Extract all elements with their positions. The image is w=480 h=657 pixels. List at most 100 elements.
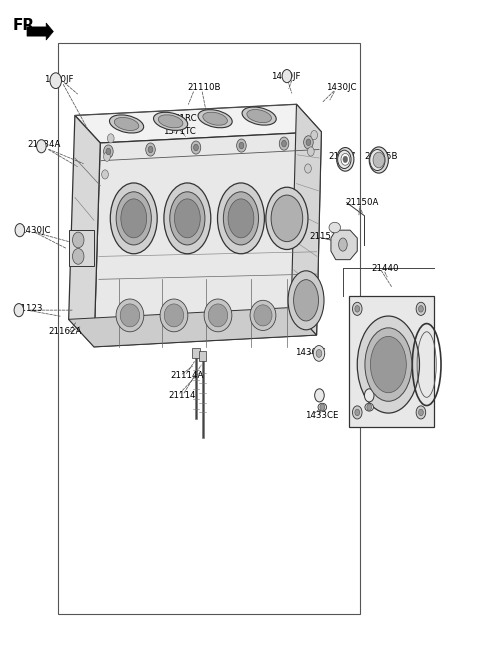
Circle shape — [304, 136, 313, 149]
Bar — [199, 351, 206, 361]
Text: 21443: 21443 — [379, 347, 406, 356]
Ellipse shape — [228, 199, 254, 238]
Text: 21440: 21440 — [372, 263, 399, 273]
Circle shape — [191, 141, 201, 154]
Ellipse shape — [294, 280, 319, 321]
Text: 21115B: 21115B — [364, 152, 398, 161]
Polygon shape — [349, 296, 434, 427]
Ellipse shape — [174, 199, 200, 238]
Circle shape — [370, 150, 385, 171]
Ellipse shape — [266, 187, 308, 250]
Ellipse shape — [160, 299, 188, 332]
Circle shape — [306, 139, 311, 146]
Circle shape — [355, 306, 360, 312]
Circle shape — [305, 164, 312, 173]
Circle shape — [104, 152, 110, 162]
Ellipse shape — [223, 192, 259, 245]
Polygon shape — [75, 104, 322, 143]
Text: 1433CE: 1433CE — [305, 411, 338, 420]
Circle shape — [316, 350, 322, 357]
Polygon shape — [69, 230, 94, 266]
Ellipse shape — [329, 222, 340, 233]
Ellipse shape — [217, 183, 264, 254]
Polygon shape — [291, 104, 322, 335]
Ellipse shape — [250, 300, 276, 330]
Circle shape — [419, 409, 423, 416]
Circle shape — [320, 404, 324, 411]
Circle shape — [343, 156, 348, 163]
Text: FR.: FR. — [12, 18, 41, 33]
Text: 21162A: 21162A — [48, 327, 82, 336]
Circle shape — [146, 143, 156, 156]
Ellipse shape — [357, 316, 420, 413]
Text: 1430JF: 1430JF — [271, 72, 300, 81]
Ellipse shape — [164, 304, 184, 327]
Ellipse shape — [288, 271, 324, 330]
Circle shape — [72, 248, 84, 264]
Circle shape — [15, 223, 24, 237]
Circle shape — [337, 150, 351, 169]
Ellipse shape — [338, 238, 347, 251]
Circle shape — [102, 170, 108, 179]
Text: 21134A: 21134A — [27, 141, 60, 149]
Text: 1430JF: 1430JF — [44, 75, 73, 84]
Polygon shape — [94, 132, 322, 347]
Circle shape — [373, 152, 384, 168]
Ellipse shape — [120, 304, 140, 327]
Circle shape — [279, 137, 289, 150]
Circle shape — [419, 306, 423, 312]
Polygon shape — [27, 23, 53, 40]
Ellipse shape — [254, 305, 272, 326]
Ellipse shape — [110, 183, 157, 254]
Bar — [192, 348, 200, 358]
Text: 21123: 21123 — [15, 304, 43, 313]
Circle shape — [104, 145, 113, 158]
Circle shape — [336, 148, 354, 171]
Text: 1571RC: 1571RC — [163, 114, 197, 124]
Text: 1430JC: 1430JC — [295, 348, 325, 357]
Circle shape — [311, 131, 318, 140]
Circle shape — [352, 406, 362, 419]
Text: 1014CL: 1014CL — [357, 411, 390, 420]
Ellipse shape — [170, 192, 205, 245]
Ellipse shape — [121, 199, 147, 238]
Ellipse shape — [198, 110, 232, 127]
Ellipse shape — [116, 299, 144, 332]
Text: 21117: 21117 — [328, 152, 356, 161]
Polygon shape — [331, 230, 357, 260]
Circle shape — [369, 147, 388, 173]
Ellipse shape — [247, 110, 272, 123]
Circle shape — [355, 409, 360, 416]
Ellipse shape — [154, 112, 188, 130]
Ellipse shape — [208, 304, 228, 327]
Text: 1430JC: 1430JC — [326, 83, 357, 92]
Circle shape — [313, 346, 324, 361]
Ellipse shape — [365, 403, 373, 411]
Circle shape — [50, 73, 61, 89]
Circle shape — [352, 302, 362, 315]
Circle shape — [193, 145, 198, 151]
Circle shape — [416, 406, 426, 419]
Text: 21114: 21114 — [168, 391, 196, 400]
Ellipse shape — [318, 403, 326, 411]
Ellipse shape — [204, 299, 232, 332]
Circle shape — [341, 154, 349, 166]
Circle shape — [148, 147, 153, 153]
Circle shape — [282, 141, 287, 147]
Circle shape — [308, 147, 314, 156]
Ellipse shape — [242, 107, 276, 125]
Text: 21150A: 21150A — [345, 198, 379, 207]
Circle shape — [106, 148, 111, 155]
Circle shape — [282, 70, 292, 83]
Ellipse shape — [109, 115, 144, 133]
Circle shape — [72, 232, 84, 248]
Ellipse shape — [164, 183, 211, 254]
Bar — [58, 43, 360, 614]
Text: 1430JC: 1430JC — [20, 225, 50, 235]
Text: 21114A: 21114A — [170, 371, 204, 380]
Circle shape — [237, 139, 246, 152]
Circle shape — [364, 389, 374, 402]
Ellipse shape — [114, 118, 139, 131]
Text: 21152: 21152 — [310, 232, 337, 241]
Text: 21110B: 21110B — [187, 83, 221, 92]
